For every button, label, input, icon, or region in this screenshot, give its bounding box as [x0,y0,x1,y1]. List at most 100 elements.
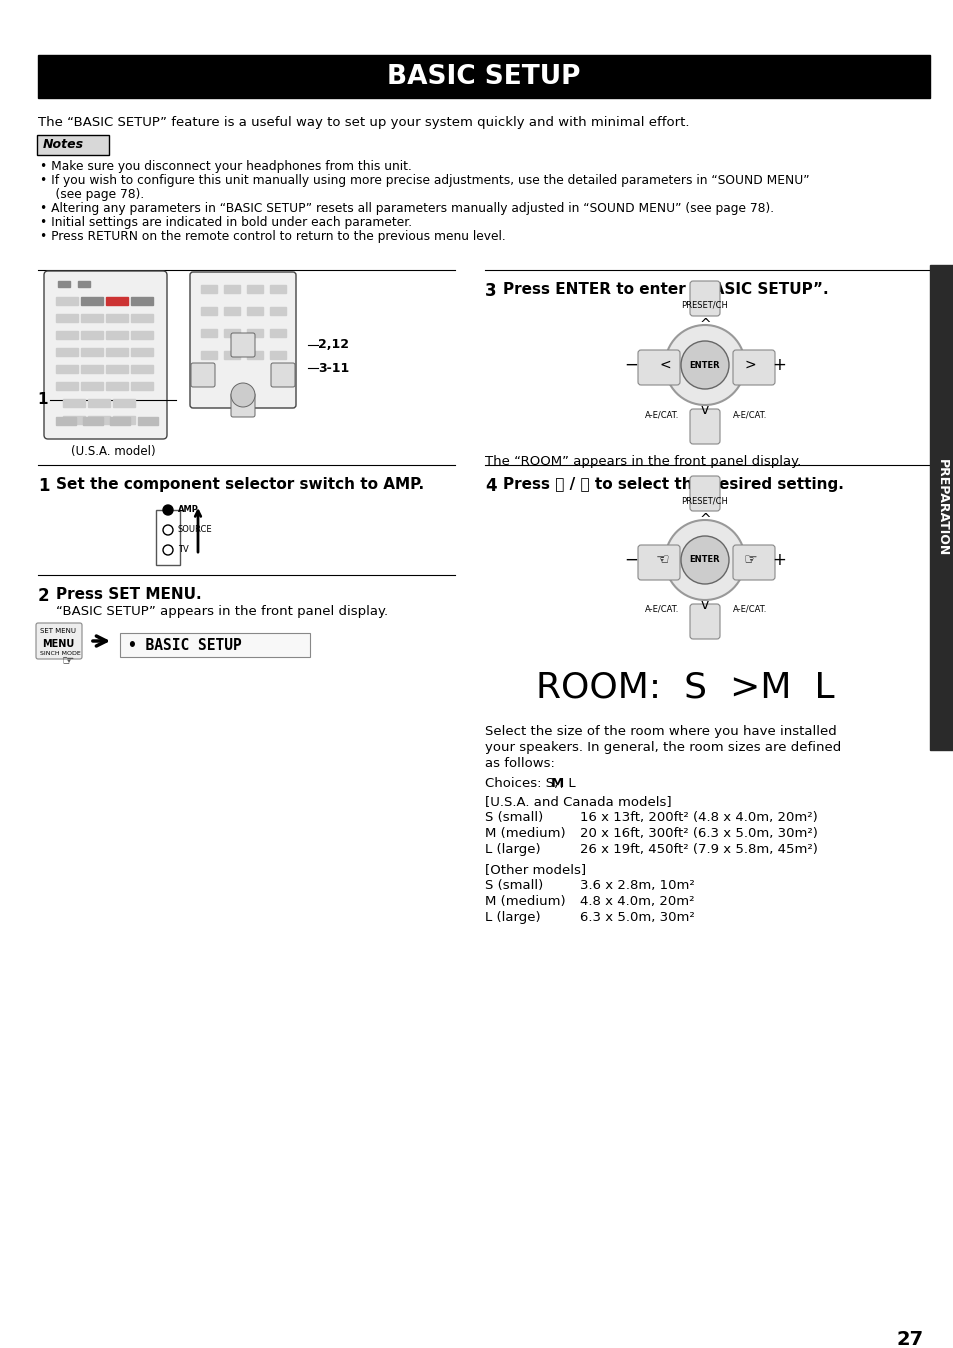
Bar [56,314,78,322]
Text: 26 x 19ft, 450ft² (7.9 x 5.8m, 45m²): 26 x 19ft, 450ft² (7.9 x 5.8m, 45m²) [579,842,817,856]
Bar [81,365,103,373]
Bar [63,417,85,425]
Text: 3: 3 [484,282,497,301]
Text: • Altering any parameters in “BASIC SETUP” resets all parameters manually adjust: • Altering any parameters in “BASIC SETU… [40,202,773,214]
Bar [110,417,130,425]
Bar [106,332,128,338]
Text: ☞: ☞ [742,553,756,568]
Bar [106,348,128,356]
Text: v: v [700,599,708,612]
FancyBboxPatch shape [190,272,295,408]
Text: Set the component selector switch to AMP.: Set the component selector switch to AMP… [56,477,424,492]
Bar [156,510,180,565]
FancyBboxPatch shape [638,350,679,386]
Bar [88,399,110,407]
Text: 2: 2 [38,586,50,605]
Text: A-E/CAT.: A-E/CAT. [644,410,679,419]
FancyBboxPatch shape [732,545,774,580]
Text: (see page 78).: (see page 78). [40,187,144,201]
Bar [270,329,286,337]
Bar [224,329,240,337]
Text: [Other models]: [Other models] [484,863,585,876]
Text: L (large): L (large) [484,911,540,923]
Text: TV: TV [178,546,189,554]
Text: ENTER: ENTER [689,360,720,369]
Bar [247,307,263,315]
Circle shape [231,383,254,407]
Bar [56,332,78,338]
Bar [201,329,216,337]
Text: Press ENTER to enter “BASIC SETUP”.: Press ENTER to enter “BASIC SETUP”. [502,282,828,297]
Bar [120,634,310,656]
Bar [224,350,240,359]
Bar [81,381,103,390]
FancyBboxPatch shape [271,363,294,387]
Text: v: v [700,403,708,417]
Bar [112,399,135,407]
Text: <: < [659,359,670,372]
Text: , L: , L [559,776,575,790]
Text: SET MENU: SET MENU [40,628,76,634]
Bar [78,280,90,287]
Text: A-E/CAT.: A-E/CAT. [644,605,679,613]
Bar [112,417,135,425]
Text: +: + [771,356,785,373]
Text: Notes: Notes [43,139,84,151]
FancyBboxPatch shape [689,476,720,511]
Bar [247,329,263,337]
Text: >: > [743,359,755,372]
Text: ☞: ☞ [62,652,74,667]
Text: Select the size of the room where you have installed: Select the size of the room where you ha… [484,725,836,737]
Text: 16 x 13ft, 200ft² (4.8 x 4.0m, 20m²): 16 x 13ft, 200ft² (4.8 x 4.0m, 20m²) [579,811,817,824]
Text: • BASIC SETUP: • BASIC SETUP [128,638,241,652]
Bar [131,348,152,356]
Text: The “BASIC SETUP” feature is a useful way to set up your system quickly and with: The “BASIC SETUP” feature is a useful wa… [38,116,689,129]
FancyBboxPatch shape [36,623,82,659]
Bar [83,417,103,425]
Bar [929,266,953,749]
Text: −: − [623,551,638,569]
Text: 27: 27 [896,1330,923,1348]
Text: S (small): S (small) [484,811,542,824]
Text: PRESET/CH: PRESET/CH [680,496,728,506]
Bar [106,365,128,373]
FancyBboxPatch shape [37,135,109,155]
Bar [81,332,103,338]
Bar [58,280,70,287]
Text: “BASIC SETUP” appears in the front panel display.: “BASIC SETUP” appears in the front panel… [56,605,388,617]
Text: 1: 1 [38,477,50,495]
Bar [81,348,103,356]
Text: Press 〈 / 〉 to select the desired setting.: Press 〈 / 〉 to select the desired settin… [502,477,843,492]
Bar [63,399,85,407]
Text: [U.S.A. and Canada models]: [U.S.A. and Canada models] [484,795,671,807]
Bar [81,297,103,305]
FancyBboxPatch shape [231,394,254,417]
Bar [247,284,263,293]
FancyBboxPatch shape [689,604,720,639]
Circle shape [664,325,744,404]
Text: +: + [771,551,785,569]
Text: 20 x 16ft, 300ft² (6.3 x 5.0m, 30m²): 20 x 16ft, 300ft² (6.3 x 5.0m, 30m²) [579,828,817,840]
Text: 4: 4 [484,477,497,495]
Text: Press SET MENU.: Press SET MENU. [56,586,201,603]
Circle shape [664,520,744,600]
Bar [88,417,110,425]
Bar [38,55,929,98]
FancyBboxPatch shape [732,350,774,386]
Bar [56,381,78,390]
Text: BASIC SETUP: BASIC SETUP [387,63,580,89]
Text: SOURCE: SOURCE [178,526,213,535]
Bar [106,297,128,305]
Circle shape [163,545,172,555]
Text: PRESET/CH: PRESET/CH [680,301,728,310]
Text: A-E/CAT.: A-E/CAT. [732,605,766,613]
Bar [56,348,78,356]
Bar [56,297,78,305]
Text: MENU: MENU [42,639,74,648]
Circle shape [163,506,172,515]
Text: 3-11: 3-11 [317,361,349,375]
Bar [56,365,78,373]
Bar [56,417,76,425]
Bar [131,297,152,305]
Bar [270,307,286,315]
